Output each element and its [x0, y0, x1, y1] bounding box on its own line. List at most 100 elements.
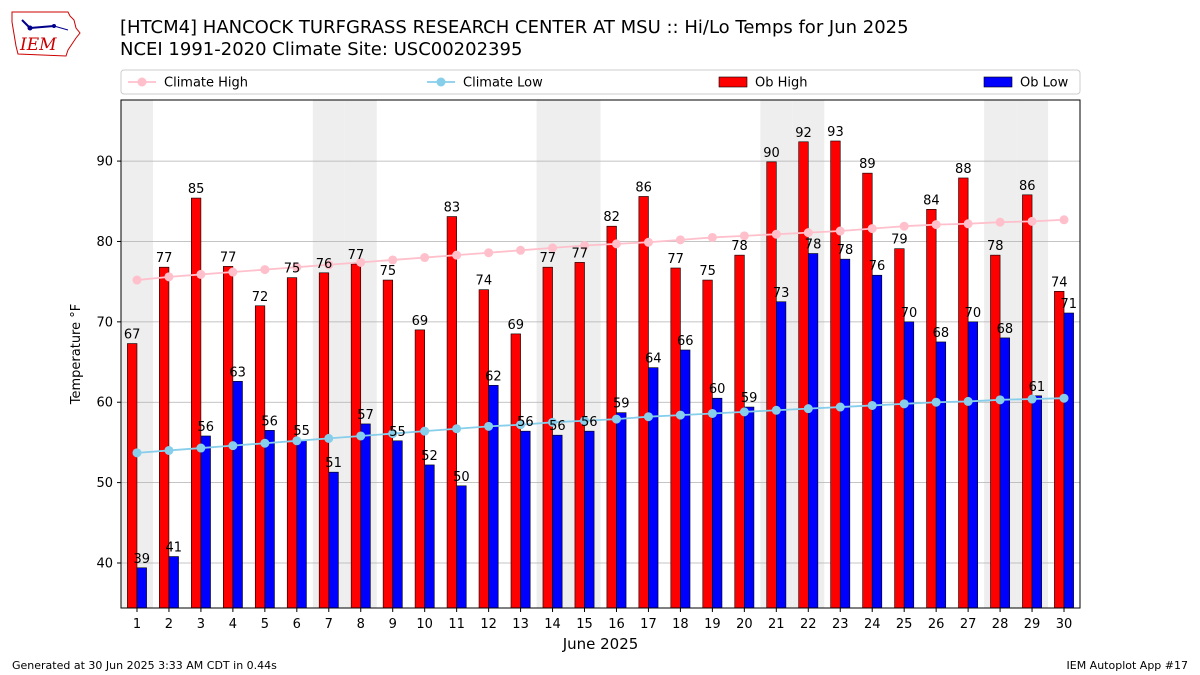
climate-high-point-16 [611, 239, 621, 249]
ob-low-label-30: 71 [1061, 297, 1078, 312]
x-tick-label-20: 20 [736, 617, 753, 632]
ob-low-bar-29 [1031, 395, 1042, 609]
climate-high-point-1 [132, 275, 142, 285]
climate-low-point-18 [675, 410, 685, 420]
ob-low-label-10: 52 [421, 449, 438, 464]
ob-high-label-10: 69 [412, 314, 429, 329]
plot-frame [120, 99, 1081, 609]
logo-text: IEM [19, 35, 57, 55]
ob-low-bar-23 [839, 258, 851, 609]
ob-low-bar-16 [616, 412, 627, 609]
x-tick-label-21: 21 [768, 617, 785, 632]
ob-low-bar-25 [903, 321, 915, 609]
climate-high-point-25 [899, 221, 909, 231]
climate-low-point-4 [228, 441, 238, 451]
x-tick-label-11: 11 [448, 617, 465, 632]
x-tick-label-2: 2 [165, 617, 173, 632]
ob-low-label-27: 70 [965, 306, 982, 321]
ob-low-bar-3 [200, 435, 211, 609]
ob-low-label-1: 39 [134, 552, 151, 567]
legend-ob-high-swatch [718, 76, 748, 88]
ob-high-bar-27 [958, 177, 969, 609]
climate-high-point-28 [995, 217, 1005, 227]
x-axis-label: June 2025 [562, 635, 639, 653]
ob-high-label-5: 72 [252, 290, 269, 305]
climate-high-point-24 [867, 224, 877, 234]
climate-low-point-19 [707, 408, 717, 418]
climate-high-line [136, 218, 1065, 281]
ob-high-label-15: 77 [571, 246, 588, 261]
ob-high-bar-4 [222, 266, 234, 609]
climate-low-point-17 [643, 412, 653, 422]
x-tick-label-13: 13 [512, 617, 529, 632]
climate-high-point-4 [228, 267, 238, 277]
ob-high-bar-1 [127, 343, 138, 609]
ob-low-label-20: 59 [741, 391, 758, 406]
app-label: IEM Autoplot App #17 [1066, 659, 1189, 672]
ob-high-bar-19 [702, 279, 713, 609]
climate-high-point-9 [388, 255, 398, 265]
x-tick-label-10: 10 [416, 617, 433, 632]
ob-high-bar-11 [446, 216, 457, 609]
ob-high-label-1: 67 [124, 328, 141, 343]
climate-low-point-11 [452, 424, 462, 434]
x-tick-label-12: 12 [480, 617, 497, 632]
ob-low-label-21: 73 [773, 286, 790, 301]
y-tick-label-80: 80 [96, 235, 113, 250]
ob-high-label-24: 89 [859, 157, 876, 172]
legend-ob-low-swatch [983, 76, 1013, 88]
climate-low-line [136, 397, 1065, 454]
climate-high-point-19 [707, 232, 717, 242]
ob-low-bar-13 [520, 430, 531, 609]
ob-low-label-13: 56 [517, 415, 534, 430]
x-tick-label-6: 6 [293, 617, 301, 632]
x-tick-label-29: 29 [1024, 617, 1041, 632]
legend-box [120, 69, 1081, 95]
ob-high-bar-3 [191, 197, 202, 609]
ob-high-bar-9 [382, 279, 394, 609]
ob-low-bar-18 [680, 349, 691, 609]
climate-low-point-15 [580, 416, 590, 426]
climate-high-point-17 [643, 237, 653, 247]
x-tick-label-14: 14 [544, 617, 561, 632]
climate-high-point-20 [739, 231, 749, 241]
ob-low-label-9: 55 [389, 425, 406, 440]
x-tick-label-8: 8 [357, 617, 365, 632]
ob-low-bar-8 [360, 423, 371, 609]
climate-high-point-12 [484, 248, 494, 258]
x-tick-label-4: 4 [229, 617, 237, 632]
climate-low-point-26 [931, 397, 941, 407]
ob-low-label-22: 78 [805, 238, 822, 253]
ob-high-label-26: 84 [923, 193, 940, 208]
climate-low-point-7 [324, 433, 334, 443]
x-tick-label-18: 18 [672, 617, 689, 632]
ob-low-bar-24 [871, 274, 883, 609]
ob-high-bar-2 [159, 266, 170, 609]
ob-high-bar-30 [1054, 291, 1065, 609]
x-tick-label-24: 24 [864, 617, 881, 632]
ob-low-label-18: 66 [677, 334, 694, 349]
ob-low-label-19: 60 [709, 382, 726, 397]
chart-title: [HTCM4] HANCOCK TURFGRASS RESEARCH CENTE… [120, 17, 909, 38]
ob-high-label-18: 77 [667, 252, 684, 267]
legend-ob-high-label: Ob High [755, 76, 808, 91]
x-tick-label-17: 17 [640, 617, 657, 632]
ob-high-bar-22 [798, 141, 809, 609]
ob-low-label-8: 57 [357, 408, 374, 423]
climate-low-point-5 [260, 438, 270, 448]
climate-low-point-10 [420, 426, 430, 436]
climate-low-point-13 [516, 420, 526, 430]
climate-high-point-10 [420, 253, 430, 263]
ob-high-label-25: 79 [891, 233, 908, 248]
ob-low-bar-4 [232, 381, 243, 609]
legend-climate-low-marker-swatch [436, 77, 446, 87]
ob-low-label-12: 62 [485, 369, 502, 384]
ob-low-bar-7 [328, 471, 339, 609]
ob-high-label-6: 75 [284, 262, 301, 277]
chart-subtitle: NCEI 1991-2020 Climate Site: USC00202395 [120, 39, 523, 60]
climate-low-point-24 [867, 400, 877, 410]
iowa-outline-icon [11, 11, 81, 57]
x-tick-label-28: 28 [992, 617, 1009, 632]
ob-high-bar-23 [830, 140, 841, 609]
climate-high-point-29 [1027, 216, 1037, 226]
